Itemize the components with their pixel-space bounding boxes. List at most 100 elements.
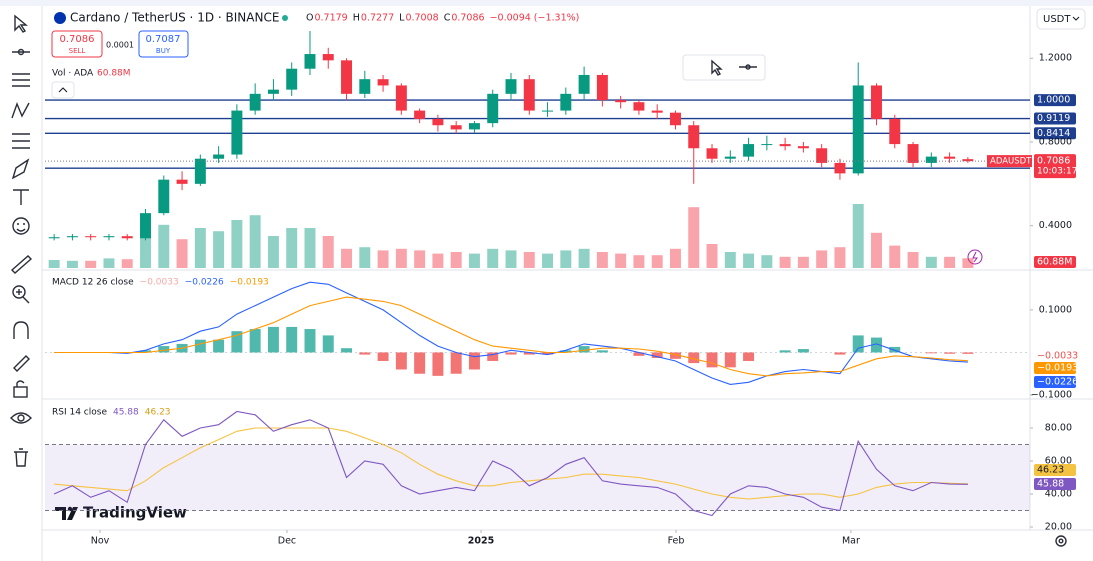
volume-bar (487, 248, 499, 268)
histogram-tag: −0.0033 (1037, 350, 1078, 361)
dropdown-arrow (1072, 16, 1080, 21)
candle-body (267, 89, 279, 94)
line-tool[interactable] (12, 48, 30, 56)
top-strip (0, 0, 1093, 6)
histogram-bar (962, 352, 974, 354)
signal-line (54, 296, 968, 377)
x-tick-label: Mar (842, 536, 860, 547)
x-tick-label: Nov (91, 536, 110, 547)
ohlc-value: 0.7008 (405, 13, 438, 24)
settings-icon[interactable] (1055, 535, 1067, 547)
volume-bar (852, 204, 864, 268)
level-label: 1.0000 (1037, 95, 1070, 106)
fib-tool[interactable] (12, 133, 30, 149)
volume-bar (450, 252, 462, 268)
sell-label: SELL (69, 47, 86, 55)
alert-icon[interactable] (967, 249, 983, 265)
histogram-bar (925, 352, 937, 354)
candle-body (523, 79, 535, 111)
buy-button[interactable] (138, 30, 189, 58)
volume-bar (48, 260, 60, 268)
level-label-bg (1034, 127, 1076, 140)
candle-body (633, 102, 645, 111)
text-tool[interactable] (13, 189, 29, 205)
histogram-bar (341, 348, 353, 353)
histogram-bar (450, 352, 462, 374)
candle-body (560, 93, 572, 111)
zoom-tool[interactable] (12, 285, 30, 304)
histogram-bar (194, 339, 206, 353)
histogram-bar (944, 352, 956, 354)
candle-body (158, 179, 170, 214)
histogram-bar (158, 346, 170, 353)
y-tick-label: 0.4000 (1039, 220, 1072, 231)
ohlc-value: 0.7179 (314, 13, 347, 24)
volume-bar (66, 260, 78, 268)
level-label: 0.9119 (1037, 113, 1070, 124)
countdown: 10:03:17 (1037, 167, 1077, 177)
rsi-line (53, 410, 968, 517)
volume-bar (249, 215, 261, 268)
magnet-tool[interactable] (13, 321, 29, 339)
volume-bar (505, 250, 517, 268)
cursor-tool[interactable] (14, 14, 28, 33)
volume-bar (578, 248, 590, 268)
candle-body (962, 159, 974, 162)
candle-body (615, 100, 627, 103)
candle-body (596, 74, 608, 101)
delete-tool[interactable] (14, 448, 28, 467)
candle-body (121, 236, 133, 239)
histogram-bar (669, 352, 681, 359)
histogram-bar (706, 352, 718, 368)
candle-body (341, 60, 353, 94)
emoji-tool[interactable] (12, 217, 30, 235)
volume-bar (688, 207, 700, 268)
volume-bar (962, 258, 974, 268)
watermark: TradingView (83, 504, 187, 522)
candle-body (505, 79, 517, 94)
volume-bar (286, 228, 298, 268)
candle-body (779, 144, 791, 147)
signal-tag: −0.0193 (1037, 363, 1078, 374)
lock-tool[interactable] (13, 380, 28, 398)
candle-body (944, 156, 956, 159)
histogram-bar (743, 352, 755, 361)
volume-bar (724, 252, 736, 268)
volume-bar (176, 239, 188, 268)
histogram-bar (651, 352, 663, 358)
change: −0.0094 (−1.31%) (490, 13, 580, 24)
ruler-tool[interactable] (10, 255, 33, 274)
macd-tag-bg (1034, 376, 1076, 388)
volume-bar (468, 253, 480, 268)
visibility-tool[interactable] (10, 412, 32, 424)
collapse-arrow (58, 87, 68, 93)
floating-line[interactable] (739, 64, 757, 70)
candle-body (194, 158, 206, 184)
sell-button[interactable] (51, 30, 103, 58)
candle-body (761, 144, 773, 146)
histogram-bar (889, 346, 901, 353)
lock-drawing-tool[interactable] (13, 355, 30, 372)
histogram-bar (779, 350, 791, 353)
candle-body (414, 110, 426, 119)
volume-bar (797, 256, 809, 268)
histogram-tag-bg (1034, 349, 1076, 362)
symbol-tag-bg (987, 155, 1032, 168)
volume-bar (304, 228, 316, 268)
volume-bar (925, 256, 937, 268)
brush-tool[interactable] (11, 158, 30, 180)
volume-bar (432, 253, 444, 268)
ohlc-key: O (306, 13, 313, 24)
channel-tool[interactable] (12, 73, 30, 87)
candle-body (487, 93, 499, 124)
toolbar (10, 14, 33, 467)
collapse-button[interactable] (51, 81, 75, 99)
floating-cursor[interactable] (711, 59, 723, 76)
histogram-bar (724, 352, 736, 368)
pattern-tool[interactable] (11, 102, 30, 119)
candle-body (925, 156, 937, 163)
rsi-value: 45.88 (113, 408, 139, 418)
currency-selector[interactable] (1036, 8, 1086, 30)
candle-body (743, 144, 755, 157)
volume-bar (889, 245, 901, 268)
